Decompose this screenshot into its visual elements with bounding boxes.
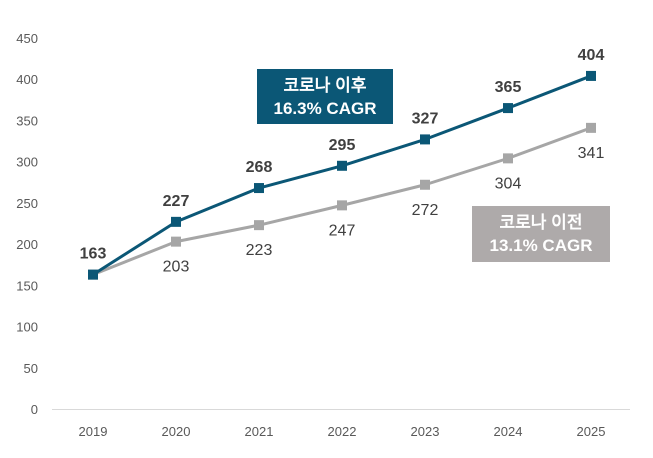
marker-before — [337, 200, 347, 211]
marker-before — [171, 236, 181, 247]
y-tick-label: 450 — [16, 31, 38, 46]
marker-before — [420, 179, 430, 190]
y-tick-label: 350 — [16, 113, 38, 128]
x-tick-label: 2023 — [411, 424, 440, 439]
callout-after: 코로나 이후 16.3% CAGR — [257, 69, 393, 124]
y-tick-label: 400 — [16, 72, 38, 87]
y-tick-label: 50 — [24, 361, 38, 376]
marker-after — [503, 103, 513, 114]
data-label-before: 223 — [246, 242, 273, 259]
data-label-before: 304 — [495, 175, 522, 192]
marker-after — [420, 134, 430, 145]
x-tick-label: 2022 — [328, 424, 357, 439]
y-axis: 0 50 100 150 200 250 300 350 400 450 — [16, 31, 38, 417]
callout-line2: 16.3% CAGR — [274, 99, 377, 118]
y-tick-label: 300 — [16, 155, 38, 170]
marker-after — [88, 269, 98, 280]
data-label-before: 272 — [412, 202, 439, 219]
x-tick-label: 2020 — [162, 424, 191, 439]
data-label-before: 247 — [329, 222, 356, 239]
callout-box — [472, 206, 610, 262]
marker-after — [337, 160, 347, 171]
x-tick-label: 2021 — [245, 424, 274, 439]
x-tick-label: 2019 — [79, 424, 108, 439]
y-tick-label: 250 — [16, 196, 38, 211]
data-label-before: 341 — [578, 145, 605, 162]
y-tick-label: 200 — [16, 237, 38, 252]
callout-line2: 13.1% CAGR — [490, 236, 593, 255]
data-label-after: 327 — [412, 110, 439, 127]
marker-after — [171, 216, 181, 227]
marker-before — [503, 153, 513, 164]
marker-after — [254, 183, 264, 194]
data-labels: 163 227 268 295 327 365 404 203 223 247 272 304 341 — [80, 47, 605, 276]
marker-after — [586, 70, 596, 81]
callout-line1: 코로나 이전 — [500, 213, 583, 232]
data-label-after: 227 — [163, 193, 190, 210]
x-tick-label: 2024 — [494, 424, 523, 439]
series-layer — [88, 70, 596, 280]
data-label-after: 268 — [246, 159, 273, 176]
data-label-after: 365 — [495, 79, 522, 96]
callout-line1: 코로나 이후 — [284, 75, 367, 95]
x-tick-label: 2025 — [577, 424, 606, 439]
data-label-after: 295 — [329, 137, 356, 154]
callouts: 코로나 이후 16.3% CAGR 코로나 이전 13.1% CAGR — [257, 69, 610, 262]
x-axis: 2019 2020 2021 2022 2023 2024 2025 — [52, 409, 630, 439]
y-tick-label: 0 — [31, 402, 38, 417]
y-tick-label: 150 — [16, 278, 38, 293]
y-tick-label: 100 — [16, 320, 38, 335]
marker-before — [586, 122, 596, 133]
data-label-before: 203 — [163, 259, 190, 276]
callout-before: 코로나 이전 13.1% CAGR — [472, 206, 610, 262]
data-label-after: 163 — [80, 246, 107, 263]
callout-box — [257, 69, 393, 124]
marker-before — [254, 220, 264, 231]
data-label-after: 404 — [578, 47, 605, 64]
